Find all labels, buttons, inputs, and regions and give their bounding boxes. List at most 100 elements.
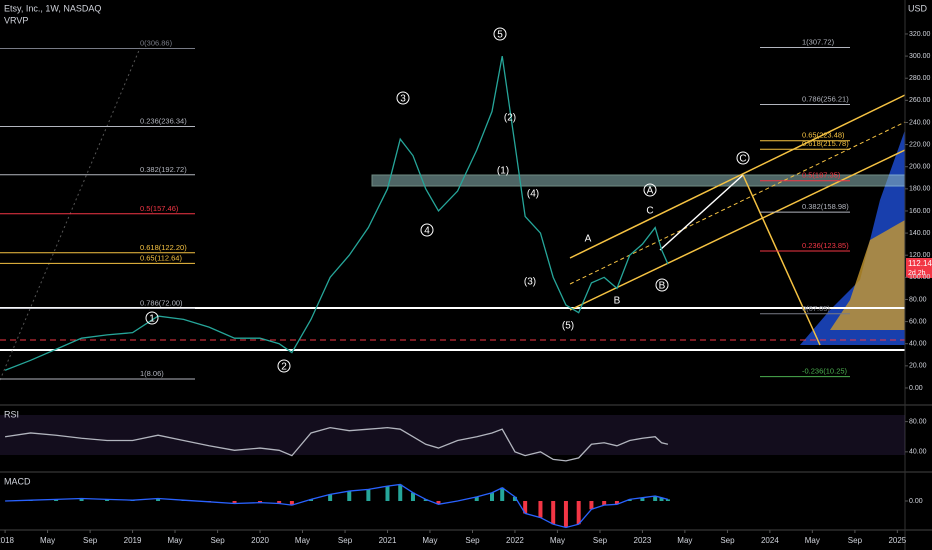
macd-bar — [258, 501, 263, 503]
macd-bar — [289, 501, 294, 506]
price-line — [4, 55, 669, 371]
x-tick-label: May — [295, 536, 310, 545]
macd-bar — [309, 499, 314, 501]
macd-bar — [474, 496, 479, 501]
macd-bar — [436, 501, 441, 505]
x-tick-label: Sep — [593, 536, 608, 545]
y-tick-label: 220.00 — [909, 141, 931, 148]
macd-bar — [589, 501, 594, 510]
y-tick-label: 20.00 — [909, 363, 927, 370]
x-tick-label: 2019 — [124, 536, 142, 545]
macd-bar — [551, 501, 556, 525]
macd-bar — [423, 499, 428, 501]
x-tick-label: 2020 — [251, 536, 269, 545]
y-tick-label: 0.00 — [909, 385, 923, 392]
x-tick-label: Sep — [210, 536, 225, 545]
macd-bar — [627, 499, 632, 501]
wave-label: B — [614, 296, 621, 307]
x-tick-label: 2023 — [634, 536, 652, 545]
volume-profile — [830, 220, 905, 330]
x-tick-label: May — [677, 536, 692, 545]
macd-bar — [665, 499, 670, 501]
macd-bar — [523, 501, 528, 514]
wave-circle — [145, 311, 159, 325]
wave-label: 2 — [281, 362, 287, 373]
macd-bar — [366, 489, 371, 501]
rsi-label: RSI — [4, 409, 19, 419]
y-tick-label: 180.00 — [909, 186, 931, 193]
x-tick-label: Sep — [83, 536, 98, 545]
wave-label: 5 — [497, 30, 503, 41]
wave-label: A — [585, 234, 592, 245]
x-tick-label: 2025 — [888, 536, 906, 545]
fib-label: 1(8.06) — [140, 369, 164, 378]
rsi-tick-label: 80.00 — [909, 418, 927, 425]
macd-line — [5, 483, 669, 529]
wave-circle — [420, 223, 434, 237]
macd-bar — [602, 501, 607, 506]
y-tick-label: 120.00 — [909, 252, 931, 259]
macd-bar — [500, 487, 505, 501]
currency: USD — [908, 3, 928, 13]
rsi-tick-label: 40.00 — [909, 449, 927, 456]
y-tick-label: 40.00 — [909, 341, 927, 348]
fib-label: 0.382(158.98) — [802, 202, 849, 211]
x-tick-label: May — [805, 536, 820, 545]
wave-label: (4) — [527, 189, 539, 200]
macd-bar — [54, 499, 59, 501]
y-tick-label: 160.00 — [909, 208, 931, 215]
x-tick-label: Sep — [338, 536, 353, 545]
y-tick-label: 240.00 — [909, 119, 931, 126]
fib-label: 0.5(187.35) — [802, 171, 841, 180]
macd-bar — [659, 497, 664, 501]
macd-bar — [232, 501, 237, 504]
y-tick-label: 140.00 — [909, 230, 931, 237]
fib-label: 0(306.86) — [140, 38, 173, 47]
wave-label: 3 — [400, 94, 406, 105]
macd-bar — [563, 501, 568, 528]
macd-bar — [614, 501, 619, 505]
wave-label: C — [739, 154, 746, 165]
x-tick-label: 2022 — [506, 536, 524, 545]
wave-circle — [643, 183, 657, 197]
fib-label: 0.236(123.85) — [802, 241, 849, 250]
y-tick-label: 260.00 — [909, 97, 931, 104]
x-tick-label: Sep — [848, 536, 863, 545]
fib-label: 0.382(192.72) — [140, 165, 187, 174]
wave-label: C — [646, 206, 653, 217]
fib-label: -0.236(10.25) — [802, 367, 848, 376]
projection — [742, 174, 821, 346]
macd-bar — [105, 499, 110, 501]
wave-circle — [736, 151, 750, 165]
fib-label: 0.5(157.46) — [140, 204, 179, 213]
macd-label: MACD — [4, 476, 31, 486]
macd-bar — [410, 492, 415, 501]
fib-label: 0.786(256.21) — [802, 95, 849, 104]
fib-label: 0.618(215.78) — [802, 139, 849, 148]
x-tick-label: Sep — [720, 536, 735, 545]
rsi-line — [5, 426, 669, 462]
countdown: 2d 2h — [908, 270, 926, 277]
x-tick-label: May — [40, 536, 55, 545]
fib-label: 1(307.72) — [802, 38, 835, 47]
wave-label: B — [659, 281, 666, 292]
macd-bar — [653, 496, 658, 501]
wave-label: (3) — [524, 277, 536, 288]
wave-circle — [655, 278, 669, 292]
y-tick-label: 300.00 — [909, 53, 931, 60]
macd-bar — [490, 492, 495, 501]
fib-label: 0.618(122.20) — [140, 243, 187, 252]
price-tag — [906, 258, 932, 278]
x-tick-label: May — [167, 536, 182, 545]
y-tick-label: 80.00 — [909, 296, 927, 303]
macd-bar — [385, 486, 390, 501]
wave-circle — [493, 27, 507, 41]
macd-bar — [156, 498, 161, 501]
projection — [659, 174, 744, 251]
macd-bar — [328, 494, 333, 501]
macd-tick-label: 0.00 — [909, 498, 923, 505]
macd-bar — [640, 497, 645, 501]
macd-bar — [512, 496, 517, 501]
y-tick-label: 100.00 — [909, 274, 931, 281]
